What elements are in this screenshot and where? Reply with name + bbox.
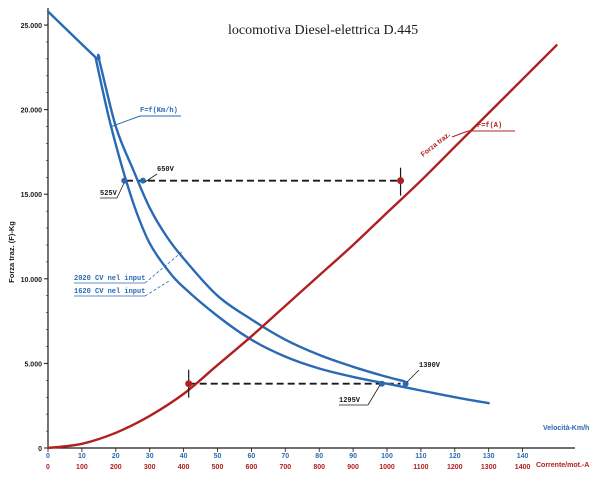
speed-curve-label: F=f(Km/h) <box>140 107 178 115</box>
current-curve-label: F=f(A) <box>477 122 502 130</box>
y-tick-label-3: 15.000 <box>21 192 43 199</box>
x-speed-tick-label-5: 50 <box>214 453 222 460</box>
x-axis-label-current: Corrente/mot.-A <box>536 462 589 469</box>
marker-1390v <box>402 380 409 387</box>
series-line-0 <box>46 10 406 383</box>
volt-1390-label: 1390V <box>419 362 441 370</box>
volt-1390-leader <box>406 369 420 383</box>
series-line-2 <box>46 44 558 450</box>
x-speed-tick-label-8: 80 <box>315 453 323 460</box>
x-current-tick-label-3: 300 <box>144 464 156 471</box>
x-speed-tick-label-9: 90 <box>349 453 357 460</box>
x-current-tick-label-8: 800 <box>313 464 325 471</box>
y-tick-label-4: 20.000 <box>21 108 43 115</box>
y-axis-label: Forza traz. (F)-Kg <box>7 221 16 283</box>
x-speed-tick-label-11: 110 <box>415 453 426 460</box>
x-speed-tick-label-1: 10 <box>78 453 86 460</box>
y-tick-label-2: 10.000 <box>21 277 43 284</box>
y-ticks: 0 5.000 10.000 15.000 20.000 25.000 <box>21 23 48 453</box>
marker-upper-current <box>397 177 405 185</box>
y-tick-label-1: 5.000 <box>24 361 42 368</box>
x-speed-tick-label-13: 130 <box>483 453 495 460</box>
x-current-tick-label-0: 0 <box>46 464 50 471</box>
y-tick-label-0: 0 <box>38 446 42 453</box>
volt-650-label: 650V <box>157 166 175 174</box>
marker-1295v <box>378 380 385 387</box>
x-speed-tick-label-4: 40 <box>180 453 188 460</box>
x-ticks: 0 0 10 100 20 200 30 300 40 400 50 500 60 600 70 700 80 8… <box>46 448 530 471</box>
series-line-1 <box>94 56 490 405</box>
x-speed-tick-label-0: 0 <box>46 453 50 460</box>
x-current-tick-label-7: 700 <box>279 464 291 471</box>
x-speed-tick-label-7: 70 <box>281 453 289 460</box>
marker-lower-current <box>185 380 193 388</box>
x-speed-tick-label-10: 100 <box>381 453 393 460</box>
x-current-tick-label-12: 1200 <box>447 464 463 471</box>
marker-650v <box>139 177 146 184</box>
x-speed-tick-label-12: 120 <box>449 453 461 460</box>
legend-2020-label: 2020 CV nel input <box>74 275 145 283</box>
volt-1295-label: 1295V <box>339 397 361 405</box>
chart-title: locomotiva Diesel-elettrica D.445 <box>228 23 418 38</box>
volt-650-leader <box>144 173 158 183</box>
x-current-tick-label-1: 100 <box>76 464 88 471</box>
x-current-tick-label-14: 1400 <box>515 464 531 471</box>
x-current-tick-label-4: 400 <box>178 464 190 471</box>
y-tick-label-5: 25.000 <box>21 23 43 30</box>
volt-1295-leader <box>367 384 381 406</box>
speed-curve-leader <box>109 115 141 128</box>
x-axis-label-speed: Velocità-Km/h <box>543 425 589 432</box>
x-speed-tick-label-14: 140 <box>517 453 529 460</box>
markers <box>121 167 409 398</box>
legend-1620-label: 1620 CV nel input <box>74 288 145 296</box>
x-current-tick-label-5: 500 <box>212 464 224 471</box>
current-curve-leader <box>451 130 469 138</box>
x-speed-tick-label-6: 60 <box>248 453 256 460</box>
x-current-tick-label-9: 900 <box>347 464 359 471</box>
volt-525-label: 525V <box>100 190 118 198</box>
volt-525-leader <box>116 182 125 199</box>
x-current-tick-label-13: 1300 <box>481 464 497 471</box>
marker-525v <box>121 177 128 184</box>
legend-2020-leader <box>144 250 184 284</box>
x-current-tick-label-2: 200 <box>110 464 122 471</box>
x-current-tick-label-6: 600 <box>246 464 258 471</box>
series-layer <box>46 10 558 450</box>
x-current-tick-label-11: 1100 <box>413 464 428 471</box>
x-current-tick-label-10: 1000 <box>379 464 395 471</box>
x-speed-tick-label-3: 30 <box>146 453 154 460</box>
x-speed-tick-label-2: 20 <box>112 453 120 460</box>
dashed-links <box>125 179 401 385</box>
